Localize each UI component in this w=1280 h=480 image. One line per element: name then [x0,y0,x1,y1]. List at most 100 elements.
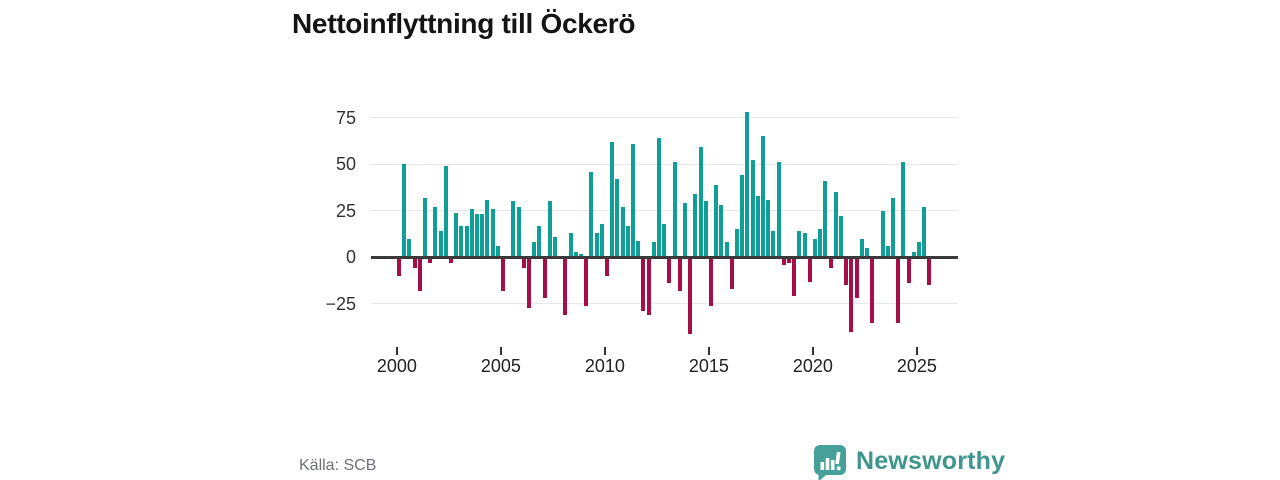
newsworthy-logo-text: Newsworthy [856,447,1006,475]
x-axis-label-2005: 2005 [480,356,521,376]
bar-2025Q3 [927,257,932,286]
bar-2023Q2 [880,210,885,258]
bar-2006Q1 [521,257,526,269]
bar-2024Q4 [911,251,916,258]
bar-2004Q3 [490,208,495,258]
bar-2020Q1 [813,238,817,258]
bar-2003Q3 [469,208,474,258]
bar-2003Q4 [475,214,479,258]
bar-2002Q2 [443,165,448,258]
bar-2007Q3 [553,236,557,258]
bar-2017Q4 [766,199,771,258]
bar-2025Q2 [922,206,927,258]
bar-2005Q1 [501,257,505,291]
bar-2010Q4 [620,206,625,258]
bar-2015Q3 [719,205,724,258]
bar-2005Q3 [511,201,516,258]
bar-2004Q1 [480,214,485,258]
bar-2000Q1 [397,257,401,276]
bar-2022Q2 [859,238,864,258]
bar-2010Q1 [605,257,609,276]
x-axis-label-2000: 2000 [376,356,417,376]
bar-2011Q4 [641,257,646,312]
bar-2023Q4 [891,197,895,258]
bar-2012Q2 [651,242,656,258]
y-axis-label-50: 50 [335,154,356,175]
bar-2019Q2 [797,231,802,258]
bar-2002Q4 [454,212,459,258]
bar-2015Q2 [714,184,719,258]
source-attribution: Källa: SCB [299,457,377,474]
bar-2017Q2 [755,195,760,258]
bar-2002Q1 [438,231,443,258]
bar-2021Q3 [844,257,849,286]
bar-2021Q4 [849,257,854,332]
bar-2020Q4 [828,257,833,269]
bar-2021Q2 [839,216,843,258]
bar-2022Q3 [865,247,869,258]
bar-2008Q4 [579,253,583,258]
bar-2022Q1 [854,257,859,299]
bar-2011Q2 [631,143,635,258]
x-axis-label-2015: 2015 [688,356,729,376]
bar-2000Q4 [412,257,417,269]
bar-2007Q2 [547,201,552,258]
bar-2014Q4 [703,201,708,258]
bar-2023Q3 [885,246,890,258]
bar-2016Q1 [729,257,734,289]
bar-2011Q1 [625,225,630,258]
bar-2014Q2 [693,193,698,258]
x-axis-label-2025: 2025 [896,356,937,376]
bar-2016Q2 [735,229,739,258]
bar-2017Q3 [761,136,765,258]
y-axis-label-25: 25 [335,200,356,221]
bar-2008Q2 [568,233,573,258]
bar-2009Q1 [584,257,589,306]
x-axis-tick-2005 [499,347,502,355]
bar-2013Q1 [667,257,672,284]
bar-2001Q1 [417,257,422,291]
bar-2001Q3 [428,257,433,263]
bar-2006Q4 [537,225,542,258]
bar-2008Q1 [563,257,568,316]
bar-2024Q1 [896,257,901,323]
bar-2009Q3 [594,233,599,258]
bar-2004Q2 [485,199,490,258]
bar-2022Q4 [870,257,875,323]
bar-2017Q1 [750,160,755,258]
x-axis-label-2020: 2020 [792,356,833,376]
newsworthy-logo: Newsworthy [813,444,1005,480]
bar-2018Q4 [787,257,791,263]
x-axis-tick-2015 [707,347,710,355]
bar-2013Q4 [683,203,687,258]
gridline-50 [371,163,958,165]
bar-2013Q2 [672,162,677,258]
bar-2019Q3 [802,233,807,258]
bar-2012Q3 [657,138,661,258]
bar-2004Q4 [495,246,500,258]
bar-2012Q1 [646,257,651,316]
bar-2001Q2 [423,197,427,258]
bar-2019Q4 [807,257,812,282]
x-axis-tick-2020 [811,347,814,355]
bar-2018Q1 [771,231,776,258]
gridline-25 [371,210,958,212]
zero-baseline [371,255,958,259]
bar-2009Q4 [599,223,604,258]
bar-2016Q3 [740,175,745,258]
x-axis-tick-2010 [603,347,606,355]
bar-2020Q2 [818,229,823,258]
y-axis-label-0: 0 [345,247,356,268]
bar-2021Q1 [833,192,838,258]
bar-2009Q2 [589,171,594,258]
bar-2014Q1 [688,257,693,334]
bar-2001Q4 [433,206,438,258]
bar-2008Q3 [573,251,578,258]
bar-2018Q2 [776,162,781,258]
bar-2006Q2 [527,257,531,308]
bar-2019Q1 [792,257,797,297]
x-axis-tick-2000 [395,347,398,355]
bar-2024Q3 [906,257,911,284]
bar-2014Q3 [698,147,703,258]
